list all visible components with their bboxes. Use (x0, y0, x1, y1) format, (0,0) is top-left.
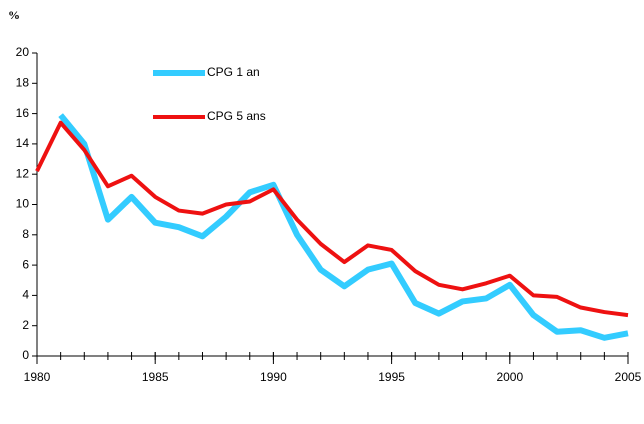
x-tick-label: 1985 (142, 370, 169, 384)
y-axis-label: % (8, 8, 20, 22)
legend-label: CPG 5 ans (207, 109, 266, 123)
y-tick-label: 6 (22, 257, 29, 271)
line-series (58, 113, 629, 341)
x-tick-label: 1980 (24, 370, 51, 384)
y-tick-label: 12 (16, 166, 30, 180)
y-tick-label: 10 (16, 197, 30, 211)
y-tick-label: 20 (16, 45, 30, 59)
legend-label: CPG 1 an (207, 65, 260, 79)
y-tick-label: 16 (16, 106, 30, 120)
y-tick-label: 2 (22, 318, 29, 332)
x-tick-label: 1990 (260, 370, 287, 384)
x-tick-label: 2000 (496, 370, 523, 384)
y-tick-label: 18 (16, 75, 30, 89)
y-tick-label: 14 (16, 136, 30, 150)
x-tick-label: 1995 (378, 370, 405, 384)
line-series (35, 120, 629, 318)
y-tick-label: 0 (22, 348, 29, 362)
x-tick-label: 2005 (615, 370, 642, 384)
y-tick-label: 4 (22, 288, 29, 302)
y-tick-label: 8 (22, 227, 29, 241)
